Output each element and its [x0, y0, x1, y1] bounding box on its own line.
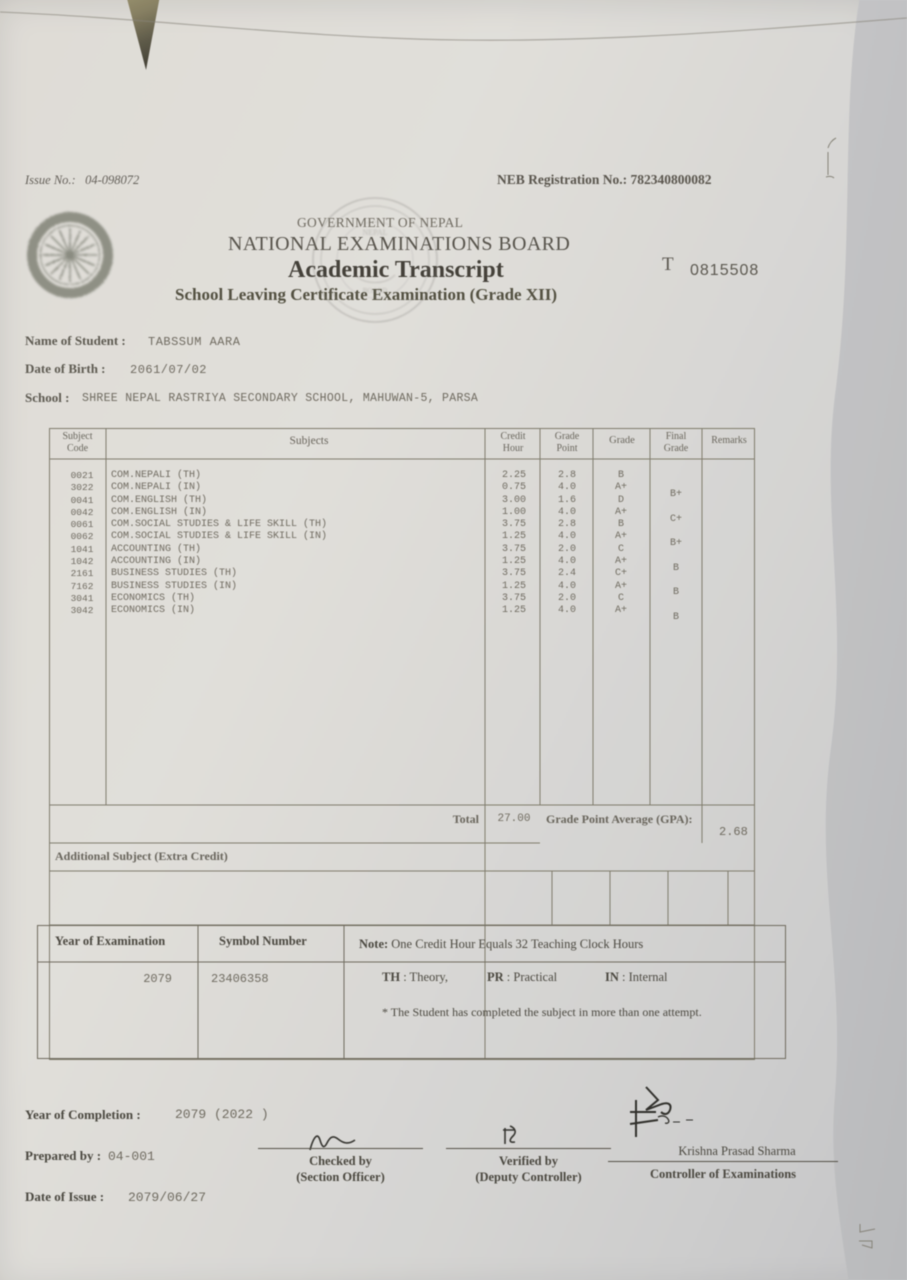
svg-text:BOARD: BOARD [363, 287, 388, 295]
svg-text:NEPAL: NEPAL [362, 228, 387, 237]
